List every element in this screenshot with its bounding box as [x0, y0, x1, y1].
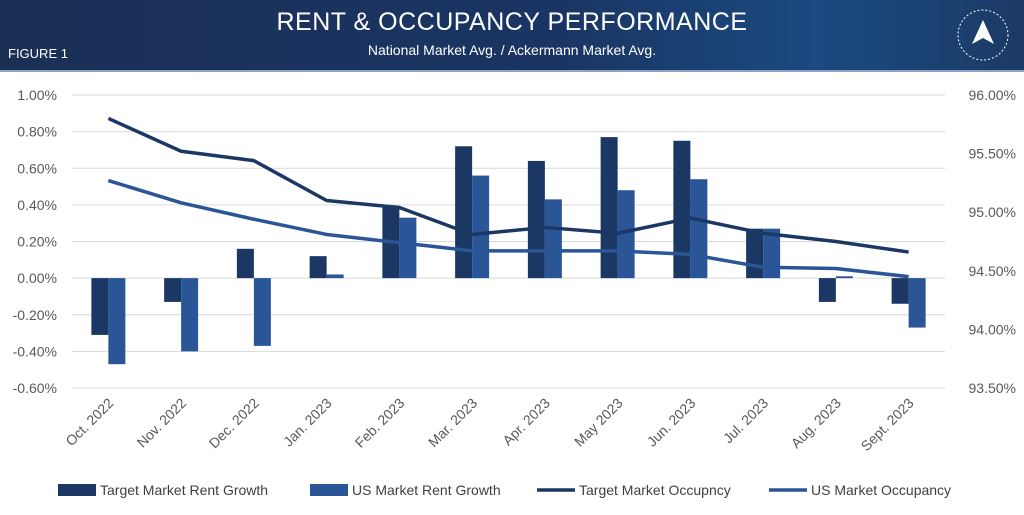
us-rent-growth-bar — [108, 278, 126, 365]
left-axis-tick-label: 0.80% — [17, 124, 57, 140]
target-rent-growth-bar — [891, 278, 909, 304]
left-axis-tick-label: 0.20% — [17, 234, 57, 250]
x-axis-tick-label: Sept. 2023 — [858, 395, 917, 454]
legend-swatch — [58, 484, 96, 496]
us-rent-growth-bar — [472, 175, 490, 279]
us-rent-growth-bar — [544, 199, 562, 279]
header-banner: RENT & OCCUPANCY PERFORMANCE National Ma… — [0, 0, 1024, 72]
right-axis-tick-label: 95.00% — [969, 204, 1016, 220]
chart-subtitle: National Market Avg. / Ackermann Market … — [367, 42, 657, 58]
left-axis-tick-label: 0.00% — [17, 270, 57, 286]
x-axis-tick-label: Jun. 2023 — [644, 395, 699, 450]
target-rent-growth-bar — [527, 160, 545, 279]
us-rent-growth-bar — [181, 278, 199, 352]
legend-label: US Market Occupancy — [811, 482, 951, 498]
x-axis-tick-label: Nov. 2022 — [134, 395, 190, 451]
company-logo — [957, 9, 1009, 61]
us-rent-growth-bar — [617, 190, 635, 279]
right-axis-tick-label: 96.00% — [969, 87, 1016, 103]
target-rent-growth-bar — [236, 248, 254, 279]
us-rent-growth-bar — [326, 274, 344, 279]
x-axis-tick-label: May 2023 — [571, 395, 626, 450]
x-axis-tick-label: Jan. 2023 — [280, 395, 335, 450]
x-axis-tick-label: Apr. 2023 — [499, 395, 553, 449]
figure-label: FIGURE 1 — [8, 46, 68, 61]
chart-area: 1.00% 0.80% 0.60% 0.40% 0.20% 0.00% -0.20% -0.4… — [13, 87, 1016, 498]
left-axis-tick-label: 1.00% — [17, 87, 57, 103]
left-axis-tick-label: -0.20% — [13, 307, 57, 323]
us-rent-growth-bar — [253, 278, 271, 346]
x-axis-tick-label: Aug. 2023 — [788, 395, 845, 452]
us-rent-growth-bar — [399, 217, 417, 279]
us-occupancy-line — [107, 178, 909, 279]
left-axis-tick-label: -0.40% — [13, 343, 57, 359]
right-axis-tick-label: 94.00% — [969, 321, 1016, 337]
target-rent-growth-bar — [309, 256, 327, 279]
x-axis-tick-label: Feb. 2023 — [352, 395, 408, 451]
legend-label: US Market Rent Growth — [352, 482, 501, 498]
right-axis-tick-label: 94.50% — [969, 263, 1016, 279]
right-axis-tick-label: 93.50% — [969, 380, 1016, 396]
left-axis-tick-label: 0.40% — [17, 197, 57, 213]
target-rent-growth-bar — [673, 140, 691, 279]
left-axis-tick-label: -0.60% — [13, 380, 57, 396]
target-rent-growth-bar — [455, 146, 473, 279]
target-rent-growth-bar — [746, 228, 764, 279]
target-rent-growth-bar — [164, 278, 182, 302]
right-axis-tick-label: 95.50% — [969, 146, 1016, 162]
chart-title: RENT & OCCUPANCY PERFORMANCE — [276, 8, 748, 36]
legend-label: Target Market Occupncy — [579, 482, 731, 498]
x-axis-tick-label: Jul. 2023 — [720, 395, 772, 447]
us-rent-growth-bar — [908, 278, 926, 328]
us-rent-growth-bar — [835, 276, 853, 279]
target-occupancy-line — [107, 116, 909, 254]
target-rent-growth-bar — [818, 278, 836, 302]
target-rent-growth-bar — [91, 278, 109, 335]
target-rent-growth-bar — [600, 137, 618, 279]
left-axis-tick-label: 0.60% — [17, 160, 57, 176]
x-axis-tick-label: Mar. 2023 — [425, 395, 480, 450]
us-rent-growth-bar — [690, 179, 708, 279]
legend-swatch — [310, 484, 348, 496]
x-axis-tick-label: Oct. 2022 — [62, 395, 116, 449]
x-axis-tick-label: Dec. 2022 — [206, 395, 263, 452]
legend-label: Target Market Rent Growth — [100, 482, 268, 498]
